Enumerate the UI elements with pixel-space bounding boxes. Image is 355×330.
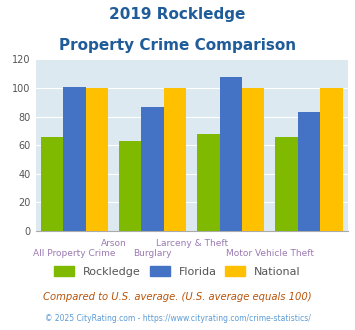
Bar xyxy=(41,137,63,231)
Legend: Rockledge, Florida, National: Rockledge, Florida, National xyxy=(50,261,305,281)
Bar xyxy=(63,86,86,231)
Bar xyxy=(164,88,186,231)
Bar xyxy=(275,137,297,231)
Text: All Property Crime: All Property Crime xyxy=(33,249,116,258)
Bar xyxy=(242,88,264,231)
Text: © 2025 CityRating.com - https://www.cityrating.com/crime-statistics/: © 2025 CityRating.com - https://www.city… xyxy=(45,314,310,323)
Text: Larceny & Theft: Larceny & Theft xyxy=(155,239,228,248)
Bar xyxy=(197,134,219,231)
Bar xyxy=(86,88,108,231)
Bar xyxy=(219,77,242,231)
Text: Compared to U.S. average. (U.S. average equals 100): Compared to U.S. average. (U.S. average … xyxy=(43,292,312,302)
Text: Burglary: Burglary xyxy=(133,249,172,258)
Bar xyxy=(297,112,320,231)
Text: Arson: Arson xyxy=(101,239,126,248)
Bar xyxy=(320,88,343,231)
Bar xyxy=(141,107,164,231)
Text: Motor Vehicle Theft: Motor Vehicle Theft xyxy=(226,249,314,258)
Text: Property Crime Comparison: Property Crime Comparison xyxy=(59,38,296,53)
Text: 2019 Rockledge: 2019 Rockledge xyxy=(109,7,246,21)
Bar xyxy=(119,141,141,231)
